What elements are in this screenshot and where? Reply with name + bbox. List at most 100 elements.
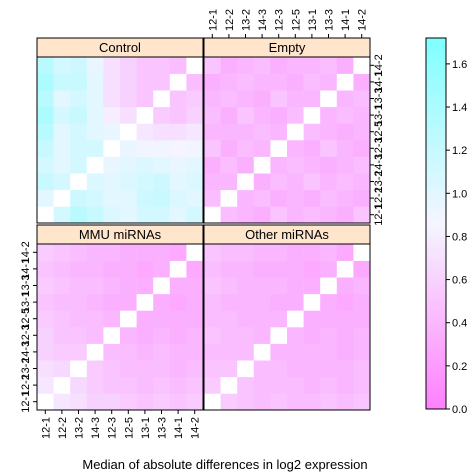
heatmap-cell [336, 244, 354, 261]
colorbar-tick-label: 1.4 [452, 102, 467, 114]
heatmap-cell [37, 360, 54, 378]
heatmap-cell [204, 123, 221, 141]
heatmap-cell [53, 327, 71, 344]
heatmap-cell [336, 376, 354, 394]
heatmap-cell [86, 57, 104, 74]
top-tick-label: 13-3 [324, 9, 336, 31]
bottom-tick-label: 13-3 [157, 417, 169, 439]
heatmap-cell [303, 206, 321, 224]
heatmap-cell [253, 140, 271, 157]
heatmap-cell [253, 393, 271, 411]
heatmap-cell [186, 376, 204, 394]
heatmap-cell [120, 293, 137, 311]
heatmap-cell [353, 156, 371, 174]
left-tick-label: 12-5 [20, 308, 32, 330]
heatmap-cell [237, 293, 255, 311]
right-tick-label: 14-2 [373, 54, 385, 76]
heatmap-cell [237, 260, 255, 278]
heatmap-cell [186, 73, 204, 91]
colorbar-band [426, 124, 446, 130]
heatmap-cell [320, 310, 338, 328]
heatmap-cell [153, 106, 171, 124]
heatmap-cell [270, 140, 288, 157]
heatmap-cell [186, 277, 204, 295]
heatmap-cell [53, 90, 71, 108]
heatmap-cell [237, 173, 255, 191]
panel-frame [203, 56, 371, 224]
heatmap-cell [353, 189, 371, 207]
heatmap-cell [86, 360, 104, 378]
heatmap-cell [320, 277, 338, 295]
heatmap-cell [303, 376, 321, 394]
heatmap-cell [86, 189, 104, 207]
heatmap-cell [169, 376, 187, 394]
heatmap-cell [220, 57, 238, 74]
heatmap-cell [237, 244, 255, 261]
heatmap-cell [169, 90, 187, 108]
heatmap-cell [287, 123, 304, 141]
panel-title: Other miRNAs [245, 227, 329, 242]
right-tick-label: 12-5 [373, 121, 385, 143]
colorbar-band [426, 338, 446, 344]
heatmap-cell [303, 343, 321, 361]
panel-3: Other miRNAs [203, 224, 371, 411]
heatmap-cell [320, 376, 338, 394]
heatmap-cell [287, 360, 304, 378]
heatmap-cell [86, 73, 104, 91]
colorbar-band [426, 367, 446, 373]
heatmap-cell [220, 244, 238, 261]
heatmap-cell [336, 343, 354, 361]
heatmap-cell [70, 206, 88, 224]
heatmap-cell [336, 106, 354, 124]
heatmap-cell [103, 277, 121, 295]
heatmap-cell [186, 260, 204, 278]
heatmap-cell [287, 343, 304, 361]
right-axis: 12-112-213-214-312-312-513-113-314-114-2 [370, 54, 385, 226]
heatmap-cell [204, 277, 221, 295]
heatmap-cell [169, 260, 187, 278]
heatmap-cell [186, 244, 204, 261]
heatmap-cell [37, 310, 54, 328]
heatmap-cell [220, 260, 238, 278]
heatmap-cell [253, 327, 271, 344]
heatmap-cell [303, 90, 321, 108]
heatmap-cell [186, 173, 204, 191]
heatmap-cell [136, 360, 154, 378]
colorbar-band [426, 207, 446, 212]
colorbar-band [426, 305, 446, 311]
heatmap-cell [353, 260, 371, 278]
heatmap-cell [253, 189, 271, 207]
heatmap-cell [353, 123, 371, 141]
heatmap-cell [136, 244, 154, 261]
heatmap-cell [70, 189, 88, 207]
heatmap-cell [270, 260, 288, 278]
heatmap-cell [103, 360, 121, 378]
heatmap-cell [253, 106, 271, 124]
heatmap-cell [37, 140, 54, 157]
heatmap-cell [220, 293, 238, 311]
colorbar-band [426, 42, 446, 47]
heatmap-cell [353, 90, 371, 108]
heatmap-cell [336, 393, 354, 411]
heatmap-cell [153, 327, 171, 344]
heatmap-cell [53, 260, 71, 278]
colorbar-band [426, 322, 446, 328]
heatmap-cell [153, 73, 171, 91]
colorbar-band [426, 264, 446, 270]
heatmap-cell [186, 140, 204, 157]
colorbar-band [426, 174, 446, 179]
heatmap-cell [237, 360, 255, 378]
heatmap-cell [169, 140, 187, 157]
heatmap-cell [120, 206, 137, 224]
colorbar-band [426, 310, 446, 315]
heatmap-cell [120, 90, 137, 108]
heatmap-cell [237, 376, 255, 394]
colorbar-band [426, 343, 446, 348]
colorbar-band [426, 99, 446, 105]
heatmap-cell [237, 327, 255, 344]
heatmap-cell [287, 173, 304, 191]
colorbar-band [426, 132, 446, 138]
heatmap-cell [186, 310, 204, 328]
heatmap-cell [169, 123, 187, 141]
heatmap-cell [220, 156, 238, 174]
